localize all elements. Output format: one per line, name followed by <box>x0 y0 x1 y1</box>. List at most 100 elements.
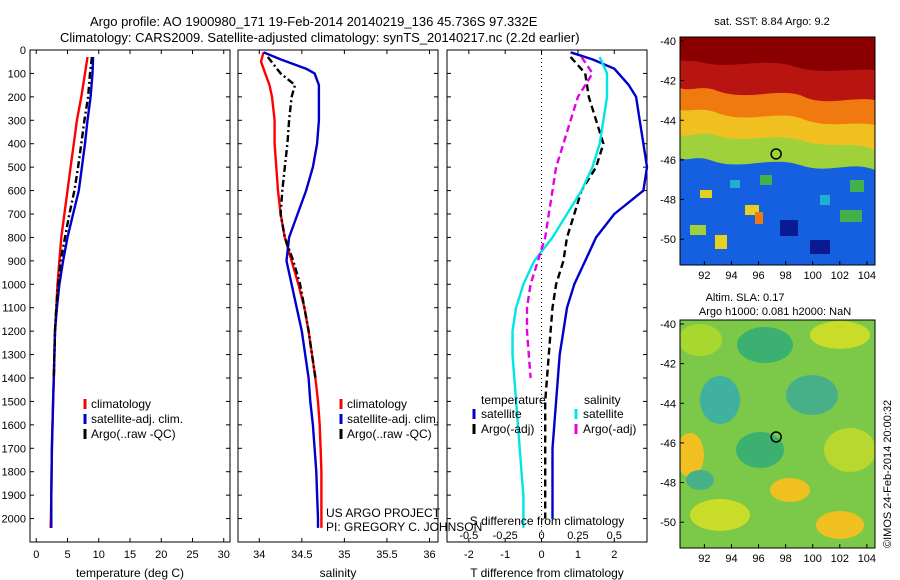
map-x-tick-label: 94 <box>725 270 737 282</box>
x-tick-label: 2 <box>611 549 617 561</box>
legend-label-satellite: satellite-adj. clim. <box>91 412 183 426</box>
y-tick-label: 700 <box>8 209 26 221</box>
y-tick-label: 1700 <box>2 443 26 455</box>
x-tick-label: 0 <box>538 549 544 561</box>
series-line-salinity-argo-adj- <box>525 56 594 379</box>
map-y-tick-label: -48 <box>660 478 676 490</box>
x-tick-label: 0 <box>33 549 39 561</box>
series-line-argo-raw-qc- <box>266 56 317 379</box>
argo-position-marker <box>770 148 782 160</box>
x-tick-label: 30 <box>218 549 230 561</box>
x-tick-label: 36 <box>423 549 435 561</box>
map-y-tick-label: -44 <box>660 115 676 127</box>
x-tick-label: 5 <box>64 549 70 561</box>
y-tick-label: 1800 <box>2 467 26 479</box>
y-tick-label: 1000 <box>2 279 26 291</box>
y-tick-label: 1600 <box>2 420 26 432</box>
credit-pi: PI: GREGORY C. JOHNSON <box>326 520 482 534</box>
sst-map-image <box>680 37 875 265</box>
difference-legend: temperature satellite Argo(-adj) salinit… <box>472 393 636 436</box>
map-x-tick-label: 100 <box>804 270 822 282</box>
y-tick-label: 400 <box>8 139 26 151</box>
map-x-tick-label: 102 <box>831 270 849 282</box>
y-tick-label: 1300 <box>2 350 26 362</box>
temperature-panel-frame <box>29 49 231 543</box>
x-tick-label: 34 <box>253 549 265 561</box>
series-layer <box>49 51 649 528</box>
sst-map-title: sat. SST: 8.84 Argo: 9.2 <box>714 16 830 28</box>
x-tick-label: 20 <box>155 549 167 561</box>
s-tick-label: 0 <box>538 530 544 542</box>
y-tick-label: 2000 <box>2 514 26 526</box>
y-tick-label: 1500 <box>2 396 26 408</box>
legend-label-s-satellite: satellite <box>583 407 624 421</box>
figure-title-line2: Climatology: CARS2009. Satellite-adjuste… <box>60 30 580 45</box>
y-tick-label: 600 <box>8 186 26 198</box>
y-tick-label: 200 <box>8 92 26 104</box>
series-line-temperature-satellite <box>551 51 649 519</box>
map-x-tick-label: 104 <box>858 270 876 282</box>
x-tick-label: 35 <box>338 549 350 561</box>
temperature-legend: climatology satellite-adj. clim. Argo(..… <box>83 397 183 441</box>
legend-title-temperature: temperature <box>481 393 546 407</box>
legend-label-satellite: satellite-adj. clim. <box>347 412 439 426</box>
map-y-tick-label: -46 <box>660 155 676 167</box>
y-tick-label: 1900 <box>2 490 26 502</box>
map-x-tick-label: 92 <box>698 553 710 565</box>
x-tick-label: -1 <box>500 549 510 561</box>
map-x-tick-label: 100 <box>804 553 822 565</box>
difference-panel-frame <box>446 49 648 543</box>
x-tick-label: 15 <box>124 549 136 561</box>
series-line-temperature-argo-adj- <box>544 56 605 519</box>
sla-map-image <box>680 320 875 548</box>
series-line-satellite-adj-clim- <box>263 51 321 528</box>
y-tick-label: 1200 <box>2 326 26 338</box>
map-x-tick-label: 92 <box>698 270 710 282</box>
y-tick-label: 1400 <box>2 373 26 385</box>
legend-label-climatology: climatology <box>91 397 151 411</box>
argo-position-marker <box>770 431 782 443</box>
x-tick-label: 1 <box>575 549 581 561</box>
series-line-salinity-satellite <box>511 56 609 528</box>
legend-label-s-argo: Argo(-adj) <box>583 422 636 436</box>
legend-label-argo: Argo(..raw -QC) <box>91 427 176 441</box>
y-tick-label: 100 <box>8 68 26 80</box>
map-x-tick-label: 96 <box>752 270 764 282</box>
map-y-tick-label: -40 <box>660 36 676 48</box>
map-y-tick-label: -42 <box>660 76 676 88</box>
s-tick-label: -0.25 <box>493 530 518 542</box>
series-line-satellite-adj-clim- <box>50 56 95 528</box>
map-y-tick-label: -46 <box>660 438 676 450</box>
x-tick-label: 10 <box>93 549 105 561</box>
sla-map-frame <box>679 319 876 549</box>
map-y-tick-label: -50 <box>660 517 676 529</box>
map-x-tick-label: 104 <box>858 553 876 565</box>
temperature-xlabel: temperature (deg C) <box>76 566 184 580</box>
map-axes: 92 94 96 98 100 102 104 -40 -42 -44 -46 -48 -50 92 94 9… <box>660 36 876 565</box>
y-tick-label: 0 <box>20 45 26 57</box>
map-y-tick-label: -44 <box>660 398 676 410</box>
legend-label-climatology: climatology <box>347 397 407 411</box>
s-tick-label: -0.5 <box>459 530 478 542</box>
legend-label-t-satellite: satellite <box>481 407 522 421</box>
map-y-tick-label: -50 <box>660 234 676 246</box>
map-x-tick-label: 94 <box>725 553 737 565</box>
axes-layer: 0100200300400500600700800900100011001200… <box>2 45 647 561</box>
salinity-panel-frame <box>237 49 439 543</box>
legend-title-salinity: salinity <box>584 393 621 407</box>
x-tick-label: 34.5 <box>291 549 312 561</box>
series-line-argo-raw-qc- <box>52 56 94 379</box>
map-y-tick-label: -48 <box>660 195 676 207</box>
map-x-tick-label: 102 <box>831 553 849 565</box>
y-tick-label: 300 <box>8 115 26 127</box>
y-tick-label: 900 <box>8 256 26 268</box>
sla-map-subtitle: Argo h1000: 0.081 h2000: NaN <box>699 306 851 318</box>
figure-title-line1: Argo profile: AO 1900980_171 19-Feb-2014… <box>90 14 538 29</box>
sst-map-frame <box>679 36 876 266</box>
x-tick-label: 25 <box>186 549 198 561</box>
salinity-legend: climatology satellite-adj. clim. Argo(..… <box>339 397 439 441</box>
y-tick-label: 1100 <box>2 303 26 315</box>
credit-project: US ARGO PROJECT <box>326 506 441 520</box>
x-tick-label: -2 <box>464 549 474 561</box>
